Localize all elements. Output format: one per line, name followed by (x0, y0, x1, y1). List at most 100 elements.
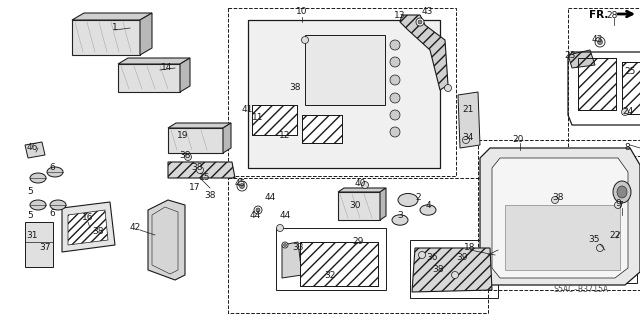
Bar (578, 58, 616, 110)
Text: 30: 30 (349, 201, 361, 210)
Text: 15: 15 (199, 174, 211, 182)
Circle shape (390, 57, 400, 67)
Text: 38: 38 (179, 151, 191, 160)
Circle shape (390, 75, 400, 85)
Text: 39: 39 (456, 254, 468, 263)
Text: 36: 36 (426, 254, 438, 263)
Circle shape (621, 108, 628, 115)
Polygon shape (68, 210, 108, 245)
Text: 38: 38 (552, 194, 564, 203)
Bar (302, 115, 342, 143)
Text: 4: 4 (425, 201, 431, 210)
Circle shape (416, 18, 424, 26)
Text: 34: 34 (462, 133, 474, 143)
Text: S5AC-B3715A: S5AC-B3715A (553, 286, 608, 294)
Bar (478, 140, 640, 290)
Circle shape (254, 206, 262, 214)
Polygon shape (168, 123, 231, 128)
Circle shape (552, 197, 559, 204)
Circle shape (451, 271, 458, 278)
Ellipse shape (392, 215, 408, 225)
Polygon shape (248, 20, 440, 168)
Bar (228, 8, 456, 176)
Polygon shape (25, 142, 45, 158)
Circle shape (256, 208, 260, 212)
Circle shape (390, 93, 400, 103)
Text: 31: 31 (26, 231, 38, 240)
Circle shape (390, 127, 400, 137)
Text: 24: 24 (622, 108, 634, 116)
Circle shape (598, 40, 602, 44)
Text: FR.: FR. (589, 10, 608, 20)
Text: 38: 38 (432, 265, 444, 275)
Text: 5: 5 (27, 188, 33, 197)
Text: 42: 42 (129, 224, 141, 233)
Ellipse shape (47, 167, 63, 177)
Circle shape (463, 137, 470, 144)
Text: 38: 38 (289, 83, 301, 92)
Polygon shape (568, 50, 595, 68)
Polygon shape (400, 15, 448, 90)
Polygon shape (492, 158, 628, 278)
Polygon shape (62, 202, 115, 252)
Circle shape (276, 225, 284, 232)
Text: 41: 41 (241, 106, 253, 115)
Polygon shape (282, 242, 302, 278)
Polygon shape (458, 92, 480, 148)
Circle shape (390, 40, 400, 50)
Polygon shape (380, 188, 386, 220)
Ellipse shape (30, 200, 46, 210)
Bar (338, 192, 380, 220)
Bar (118, 64, 180, 92)
Ellipse shape (398, 194, 418, 206)
Ellipse shape (50, 200, 66, 210)
Bar (72, 20, 140, 55)
Text: 12: 12 (279, 130, 291, 139)
Text: 35: 35 (588, 235, 600, 244)
Text: 28: 28 (606, 11, 618, 19)
Circle shape (419, 251, 426, 258)
Polygon shape (223, 123, 231, 153)
Bar (578, 58, 616, 110)
Bar (252, 105, 297, 135)
Text: 20: 20 (512, 136, 524, 145)
Text: 40: 40 (355, 179, 365, 188)
Polygon shape (180, 58, 190, 92)
Text: 46: 46 (26, 144, 38, 152)
Text: 17: 17 (189, 183, 201, 192)
Text: 16: 16 (83, 213, 93, 222)
Text: 7: 7 (617, 201, 623, 210)
Text: 11: 11 (252, 114, 264, 122)
Circle shape (445, 85, 451, 92)
Circle shape (282, 242, 288, 248)
Bar (252, 105, 297, 135)
Ellipse shape (420, 205, 436, 215)
Text: 45: 45 (234, 179, 246, 188)
Bar (228, 178, 488, 313)
Circle shape (301, 36, 308, 43)
Text: 21: 21 (462, 106, 474, 115)
Bar (568, 8, 640, 156)
Text: 37: 37 (39, 243, 51, 253)
Bar (305, 35, 385, 105)
Polygon shape (140, 13, 152, 55)
Text: 23: 23 (564, 50, 576, 60)
Polygon shape (338, 188, 386, 192)
Text: 33: 33 (292, 243, 304, 253)
Ellipse shape (617, 186, 627, 198)
Text: 44: 44 (264, 194, 276, 203)
Circle shape (595, 37, 605, 47)
Bar (622, 62, 640, 114)
Bar (615, 218, 637, 283)
Circle shape (596, 244, 604, 251)
Text: 5: 5 (27, 211, 33, 219)
Circle shape (284, 243, 287, 247)
Text: 44: 44 (280, 211, 291, 219)
Text: 3: 3 (397, 211, 403, 219)
Text: 38: 38 (92, 227, 104, 236)
Ellipse shape (613, 181, 631, 203)
Bar (276, 228, 386, 290)
Text: 38: 38 (191, 164, 203, 173)
Circle shape (239, 183, 244, 189)
Circle shape (237, 181, 247, 191)
